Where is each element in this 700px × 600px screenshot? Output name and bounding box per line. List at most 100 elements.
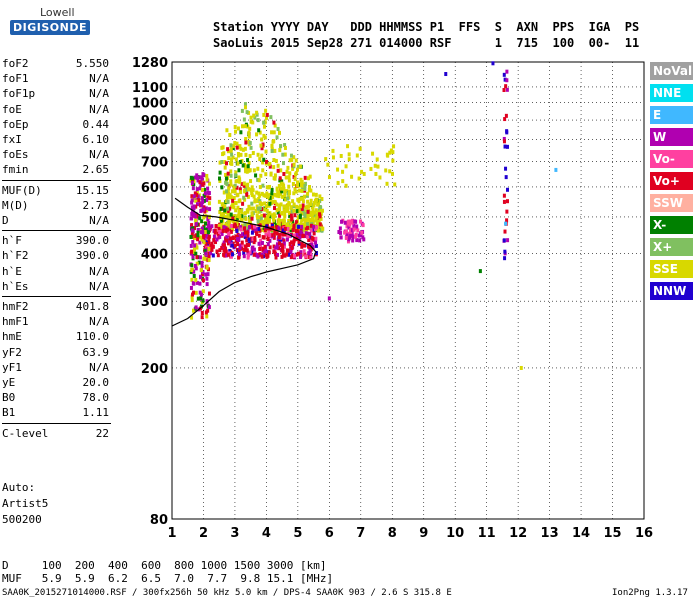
echo-mark [304,209,308,214]
echo-mark [303,214,307,219]
echo-mark [309,198,313,203]
echo-mark [502,72,506,77]
echo-mark [554,167,558,172]
echo-mark [356,228,360,233]
echo-mark [222,252,226,257]
echo-mark [502,139,506,144]
echo-mark [505,209,509,214]
param-value: 390.0 [75,249,109,263]
echo-mark [259,143,263,148]
y-tick-label: 1280 [132,56,168,71]
header-line-2: SaoLuis 2015 Sep28 271 014000 RSF 1 715 … [213,36,640,50]
echo-mark [194,218,198,223]
echo-mark [505,129,509,134]
echo-mark [229,229,233,234]
echo-mark [238,187,242,192]
echo-mark [200,219,204,224]
echo-mark [283,145,287,150]
echo-mark [275,193,279,198]
echo-mark [320,208,324,213]
x-tick-label: 3 [230,526,239,541]
echo-mark [232,144,236,149]
x-tick-label: 6 [325,526,334,541]
echo-mark [289,153,293,158]
echo-mark [282,186,286,191]
echo-mark [272,120,276,125]
echo-mark [293,213,297,218]
param-row: hmF1 N/A [2,315,109,330]
echo-mark [350,233,354,238]
echo-mark [250,191,254,196]
param-value: 1.11 [82,406,110,420]
echo-mark [200,263,204,268]
echo-mark [224,246,228,251]
echo-mark [207,220,211,225]
echo-mark [252,113,256,118]
echo-mark [257,241,261,246]
echo-mark [210,247,214,252]
echo-mark [242,250,246,255]
echo-mark [255,213,259,218]
echo-mark [312,231,316,236]
echo-mark [505,144,509,149]
echo-mark [390,171,394,176]
echo-mark [267,193,271,198]
echo-mark [217,226,221,231]
echo-mark [287,211,291,216]
x-tick-label: 16 [635,526,653,541]
echo-mark [292,208,296,213]
echo-mark [298,204,302,209]
param-key: foEp [2,117,29,131]
echo-mark [282,183,286,188]
echo-mark [237,212,241,217]
param-value: 110.0 [75,330,109,344]
echo-mark [287,175,291,180]
echo-mark [272,249,276,254]
echo-mark [347,157,351,162]
echo-mark [191,176,195,181]
echo-mark [238,243,242,248]
param-row: h`Es N/A [2,280,109,295]
param-row: yE 20.0 [2,376,109,391]
echo-mark [281,161,285,166]
echo-mark [210,224,214,229]
echo-mark [237,199,241,204]
param-row: foF2 5.550 [2,57,109,72]
echo-mark [198,235,202,240]
echo-mark [245,110,249,115]
echo-mark [341,179,345,184]
echo-mark [264,115,268,120]
echo-mark [203,187,207,192]
echo-mark [269,171,273,176]
echo-mark [336,180,340,185]
param-row: yF1 N/A [2,361,109,376]
echo-mark [202,205,206,210]
echo-mark [278,238,282,243]
echo-mark [222,212,226,217]
echo-mark [238,214,242,219]
echo-mark [339,235,343,240]
echo-mark [276,252,280,257]
echo-mark [292,202,296,207]
echo-mark [297,239,301,244]
param-row: hmE 110.0 [2,330,109,345]
echo-mark [306,176,310,181]
echo-mark [245,183,249,188]
echo-mark [227,231,231,236]
echo-mark [283,232,287,237]
echo-mark [248,250,252,255]
echo-mark [248,141,252,146]
echo-mark [241,201,245,206]
echo-mark [247,168,251,173]
echo-mark [258,215,262,220]
echo-mark [221,228,225,233]
param-key: yF1 [2,360,22,374]
echo-mark [246,255,250,260]
echo-mark [262,213,266,218]
param-row: fmin 2.65 [2,163,109,178]
echo-mark [267,250,271,255]
echo-mark [338,226,342,231]
echo-mark [274,158,278,163]
echo-mark [305,193,309,198]
echo-mark [207,240,211,245]
